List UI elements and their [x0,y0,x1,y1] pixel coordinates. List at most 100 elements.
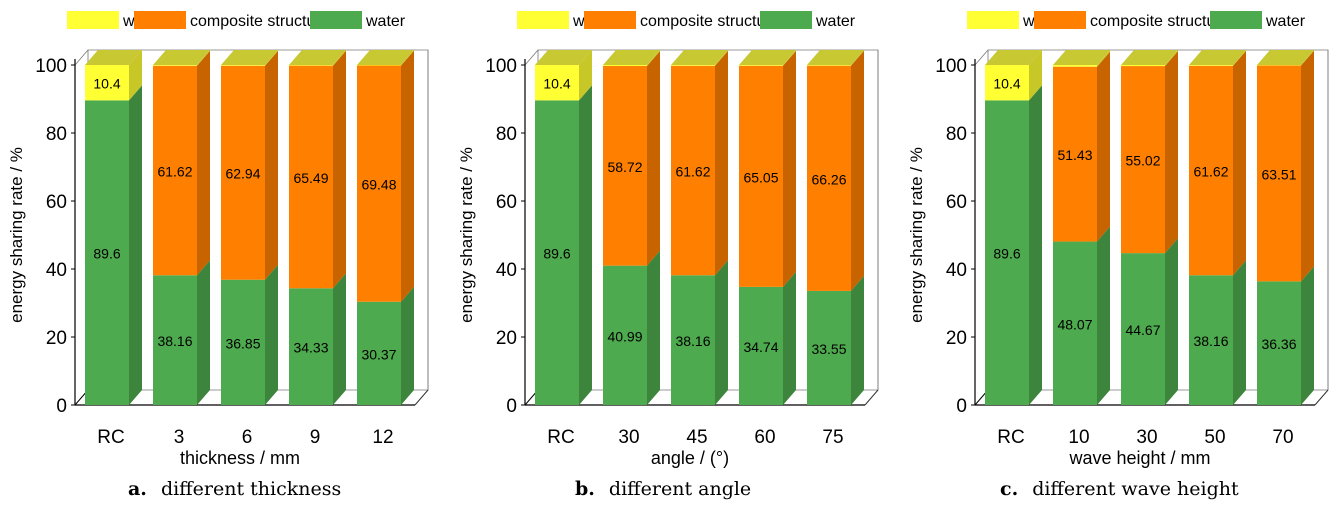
chart-c-bar-3-wall [1189,65,1233,66]
chart-a-bar-2-composite-structure [221,65,265,280]
chart-a-bar-side-3-wall [333,50,346,66]
chart-c-bar-4-water [1257,281,1301,405]
chart-a-bar-1-wall [153,65,197,66]
chart-c-bar-0-water [985,100,1029,406]
chart-b-bar-top-1 [603,50,660,65]
chart-b-bar-4-water [807,290,851,405]
chart-a-bar-2-water [221,279,265,405]
chart-c-bar-side-1-composite-structure [1097,51,1110,242]
chart-c-bar-top-3 [1189,50,1246,65]
chart-b-bar-side-1-water [647,250,660,405]
chart-a-y-tick-label-0: 0 [56,396,67,417]
chart-c-legend-swatch-0 [967,11,1019,29]
chart-a-data-label-3-composite-structure: 65.49 [293,170,328,186]
chart-b-bar-3-water [739,286,783,405]
chart-a-bar-side-2-composite-structure [265,50,278,280]
chart-c-bar-top-2 [1121,50,1178,65]
chart-a-bar-4-composite-structure [357,65,401,302]
chart-a-y-tick-label-40: 40 [46,260,67,281]
chart-c-x-tick-label-1: 10 [1068,427,1089,448]
chart-a-legend-label-1: composite structure [190,13,330,30]
chart-b-data-label-4-composite-structure: 66.26 [811,171,846,187]
chart-c-bar-1-composite-structure [1053,66,1097,242]
chart-b-box-edge-top [524,49,539,66]
chart-b-bar-top-0 [535,50,592,65]
chart-b-data-label-0-water: 89.6 [543,246,570,262]
chart-c-bar-1-wall [1053,65,1097,67]
chart-c-bar-2-composite-structure [1121,66,1165,254]
chart-b-data-label-4-water: 33.55 [811,341,846,357]
chart-a-bar-side-4-wall [401,50,414,66]
chart-b-bar-side-4-composite-structure [851,50,864,291]
chart-c-bar-side-4-water [1301,266,1314,405]
chart-c-data-label-1-composite-structure: 51.43 [1057,147,1092,163]
chart-b-bar-1-water [603,265,647,405]
chart-c-x-tick-label-2: 30 [1136,427,1157,448]
chart-a-x-tick-label-4: 12 [372,427,393,448]
chart-b-bar-3-wall [739,65,783,66]
chart-c-bar-side-0-water [1029,85,1042,406]
chart-b-y-tick-label-100: 100 [485,56,517,77]
chart-a-bar-top-3 [289,50,346,65]
chart-b-bar-side-3-wall [783,50,796,66]
chart-b-bar-side-2-composite-structure [715,50,728,276]
chart-b-data-label-3-composite-structure: 65.05 [743,169,778,185]
chart-b-y-tick-label-80: 80 [496,124,517,145]
chart-b-data-label-2-composite-structure: 61.62 [675,164,710,180]
chart-b-legend-label-1: composite structure [640,13,780,30]
caption-b-letter: b. [575,478,595,500]
chart-c-data-label-4-water: 36.36 [1261,336,1296,352]
chart-b-legend-label-2: water [815,13,856,30]
chart-b-bar-2-water [671,275,715,405]
chart-b-data-label-1-water: 40.99 [607,328,642,344]
caption-c-letter: c. [1000,478,1019,500]
chart-a-bar-side-3-water [333,273,346,405]
chart-a-x-tick-label-3: 9 [310,427,321,448]
chart-a-y-tick-label-20: 20 [46,328,67,349]
chart-b-legend-swatch-2 [760,11,812,29]
chart-a-bar-3-water [289,288,333,405]
chart-c-bar-2-water [1121,253,1165,405]
chart-c-bar-side-3-water [1233,260,1246,405]
chart-a-bar-side-1-wall [197,50,210,66]
chart-a-bar-side-2-water [265,264,278,405]
chart-c-y-tick-label-100: 100 [935,56,967,77]
chart-b-bar-side-2-wall [715,50,728,66]
chart-a-bar-4-water [357,301,401,405]
chart-b-x-tick-label-4: 75 [822,427,843,448]
chart-a-bar-side-3-composite-structure [333,50,346,289]
chart-c-data-label-0-water: 89.6 [993,246,1020,262]
chart-a-data-label-3-water: 34.33 [293,340,328,356]
chart-c-y-axis-label: energy sharing rate / % [907,147,926,323]
chart-b-bar-side-3-water [783,271,796,405]
chart-a-bar-side-4-composite-structure [401,50,414,302]
chart-a-x-tick-label-2: 6 [242,427,253,448]
caption-a-text: different thickness [160,478,342,500]
chart-a-legend-swatch-2 [310,11,362,29]
chart-b-bar-side-0-wall [579,50,592,101]
chart-c-bar-2-wall [1121,65,1165,67]
chart-b-bar-0-water [535,100,579,406]
chart-a-data-label-0-water: 89.6 [93,246,120,262]
chart-c-bar-0-wall [985,65,1029,101]
chart-b-bar-side-1-wall [647,50,660,66]
chart-c-x-tick-label-0: RC [997,427,1024,448]
chart-c-y-tick-label-40: 40 [946,260,967,281]
chart-c-y-tick-label-20: 20 [946,328,967,349]
chart-b-bar-2-composite-structure [671,65,715,276]
chart-a-bar-side-0-water [129,85,142,406]
chart-b-bar-1-wall [603,65,647,66]
chart-b-x-tick-label-3: 60 [754,427,775,448]
chart-a-data-label-1-water: 38.16 [157,333,192,349]
chart-b-y-axis-label: energy sharing rate / % [457,147,476,323]
chart-c-bar-side-1-wall [1097,50,1110,67]
chart-b-bar-3-composite-structure [739,65,783,287]
chart-c-bar-1-water [1053,241,1097,405]
chart-a-data-label-4-composite-structure: 69.48 [361,177,396,193]
chart-a-bar-0-water [85,100,129,406]
chart-a-x-tick-label-0: RC [97,427,124,448]
chart-b-x-tick-label-2: 45 [686,427,707,448]
chart-a-data-label-1-composite-structure: 61.62 [157,164,192,180]
chart-a-bar-top-2 [221,50,278,65]
chart-b-bar-2-wall [671,65,715,66]
